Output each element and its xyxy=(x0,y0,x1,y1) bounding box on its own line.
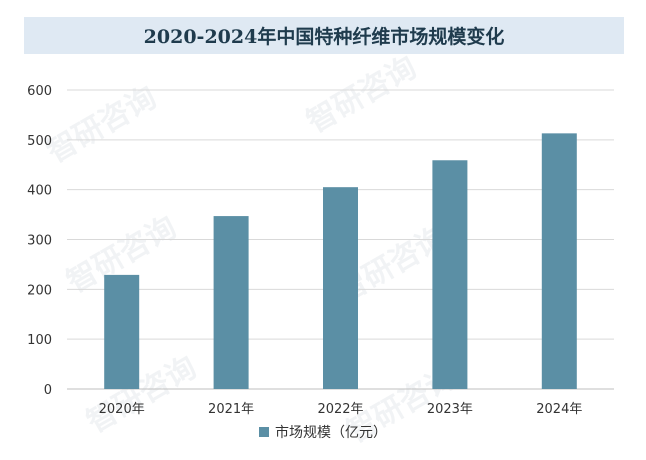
legend-label: 市场规模（亿元） xyxy=(275,425,387,441)
bar xyxy=(213,216,249,389)
y-tick-label: 0 xyxy=(44,383,52,398)
chart-title-band: 2020-2024年中国特种纤维市场规模变化 xyxy=(24,17,624,54)
y-tick-label: 600 xyxy=(27,84,52,99)
x-tick-label: 2023年 xyxy=(427,402,473,417)
legend-swatch xyxy=(259,427,269,437)
x-tick-label: 2021年 xyxy=(208,402,254,417)
x-tick-label: 2022年 xyxy=(317,402,363,417)
y-tick-label: 500 xyxy=(27,134,52,149)
y-tick-label: 200 xyxy=(27,283,52,298)
bar xyxy=(541,133,577,389)
x-tick-label: 2024年 xyxy=(536,402,582,417)
y-tick-label: 400 xyxy=(27,184,52,199)
y-tick-label: 300 xyxy=(27,234,52,249)
chart-legend: 市场规模（亿元） xyxy=(0,422,646,442)
y-tick-label: 100 xyxy=(27,333,52,348)
bar xyxy=(104,274,140,389)
chart-title: 2020-2024年中国特种纤维市场规模变化 xyxy=(143,26,505,48)
bar xyxy=(323,187,358,389)
x-tick-label: 2020年 xyxy=(99,402,145,417)
bar xyxy=(432,160,468,389)
